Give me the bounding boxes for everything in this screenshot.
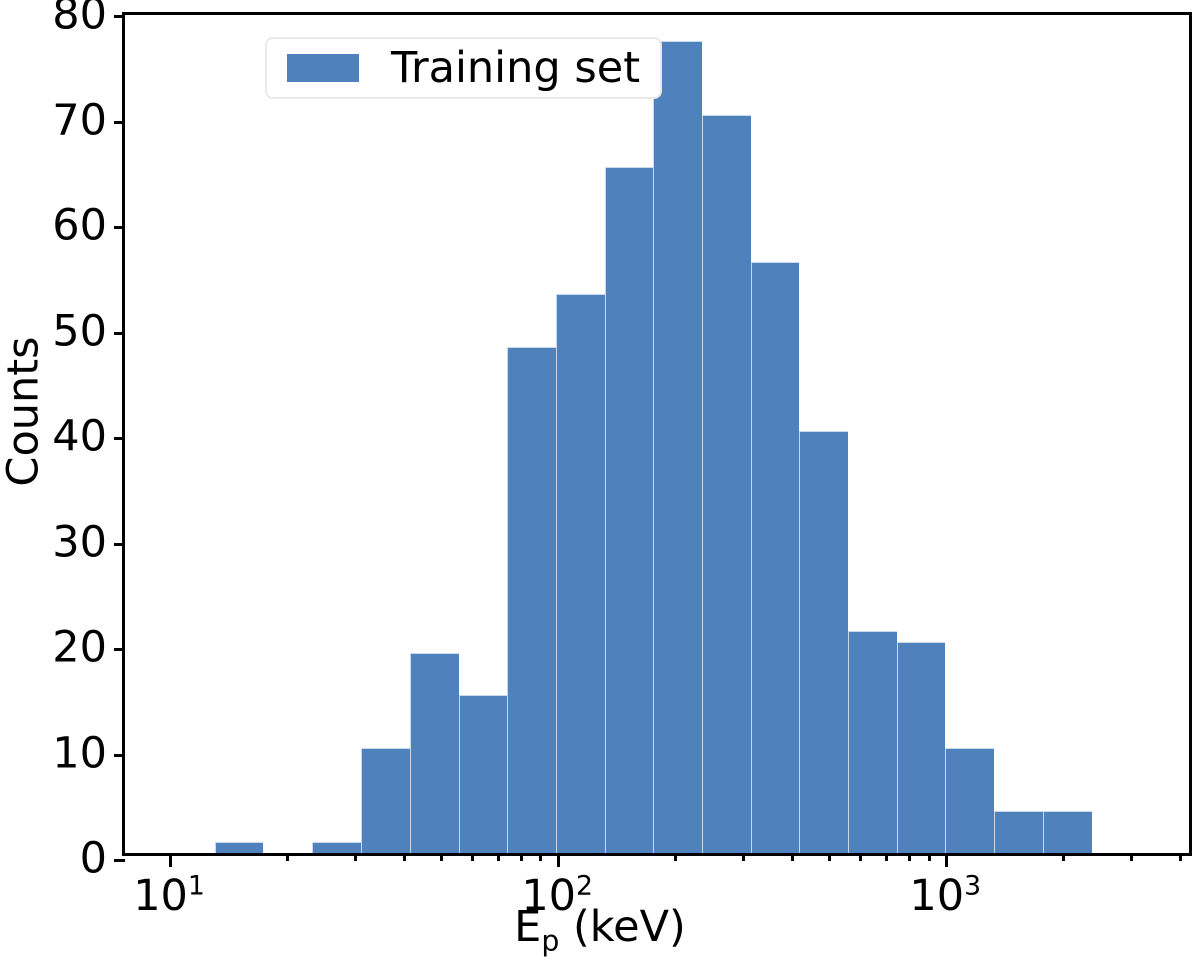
histogram-bar bbox=[799, 431, 849, 853]
histogram-bar bbox=[653, 40, 702, 853]
histogram-bar bbox=[945, 747, 995, 853]
y-tick-mark bbox=[114, 331, 125, 335]
x-axis-label-base: E bbox=[514, 902, 542, 952]
x-tick-minor bbox=[497, 853, 501, 861]
y-tick-mark bbox=[114, 542, 125, 546]
x-tick-minor bbox=[519, 853, 523, 861]
y-tick-mark bbox=[114, 753, 125, 757]
y-axis-label: Counts bbox=[0, 336, 49, 487]
legend-label-training-set: Training set bbox=[391, 42, 641, 93]
y-tick-label: 60 bbox=[52, 200, 107, 251]
x-tick-minor bbox=[885, 853, 889, 861]
x-tick-label: 102 bbox=[521, 870, 593, 921]
x-tick-minor bbox=[402, 853, 406, 861]
histogram-bar bbox=[896, 642, 946, 853]
x-axis-label: Ep (keV) bbox=[0, 906, 1200, 956]
x-tick-minor bbox=[859, 853, 863, 861]
y-tick-label: 50 bbox=[52, 306, 107, 356]
x-tick-major bbox=[557, 853, 561, 867]
x-tick-minor bbox=[1130, 853, 1134, 861]
y-tick-mark bbox=[114, 226, 125, 229]
histogram-bar bbox=[555, 293, 605, 853]
x-tick-minor bbox=[354, 853, 358, 861]
x-tick-major bbox=[169, 853, 173, 867]
x-tick-minor bbox=[1178, 853, 1182, 861]
y-tick-label: 0 bbox=[79, 833, 107, 884]
x-tick-label: 101 bbox=[133, 870, 205, 921]
y-tick-label: 40 bbox=[52, 411, 107, 462]
y-tick-mark bbox=[114, 437, 125, 440]
histogram-bar bbox=[604, 167, 654, 853]
x-tick-minor bbox=[539, 853, 543, 861]
histogram-bar bbox=[750, 262, 800, 853]
legend-swatch-training-set bbox=[287, 54, 359, 82]
x-tick-minor bbox=[285, 853, 289, 861]
y-tick-label: 80 bbox=[52, 0, 107, 40]
x-tick-minor bbox=[440, 853, 444, 861]
x-axis-label-subscript: p bbox=[541, 924, 560, 958]
x-tick-minor bbox=[1062, 853, 1066, 861]
y-tick-mark bbox=[114, 120, 125, 124]
y-tick-label: 30 bbox=[52, 517, 107, 567]
histogram-bar bbox=[994, 810, 1043, 853]
histogram-bar bbox=[507, 346, 556, 853]
y-tick-mark bbox=[114, 859, 125, 862]
x-tick-minor bbox=[673, 853, 677, 861]
plot-area: 0 10 20 30 40 50 60 70 80 101 102 103 Training set bbox=[52, 0, 1192, 918]
x-tick-minor bbox=[471, 853, 475, 861]
x-tick-major bbox=[945, 853, 949, 867]
histogram-bar bbox=[312, 842, 361, 853]
y-tick-label: 70 bbox=[52, 95, 107, 145]
legend: Training set bbox=[265, 37, 663, 99]
histogram-bar bbox=[214, 842, 264, 853]
y-tick-label: 10 bbox=[52, 728, 107, 778]
x-tick-minor bbox=[927, 853, 931, 861]
histogram-bar bbox=[1042, 810, 1092, 853]
histogram-bar bbox=[360, 747, 410, 853]
x-axis-label-unit: (keV) bbox=[559, 902, 686, 952]
x-tick-minor bbox=[907, 853, 911, 861]
x-tick-label: 103 bbox=[909, 870, 982, 921]
x-tick-minor bbox=[828, 853, 832, 861]
histogram-bar bbox=[701, 114, 751, 853]
x-tick-minor bbox=[742, 853, 746, 861]
histogram-bar bbox=[848, 631, 897, 853]
y-tick-mark bbox=[114, 648, 125, 651]
histogram-bars bbox=[125, 15, 1189, 853]
histogram-bar bbox=[458, 694, 508, 853]
y-tick-label: 20 bbox=[52, 622, 107, 673]
y-tick-mark bbox=[114, 15, 125, 18]
histogram-bar bbox=[409, 652, 459, 853]
x-tick-minor bbox=[790, 853, 794, 861]
